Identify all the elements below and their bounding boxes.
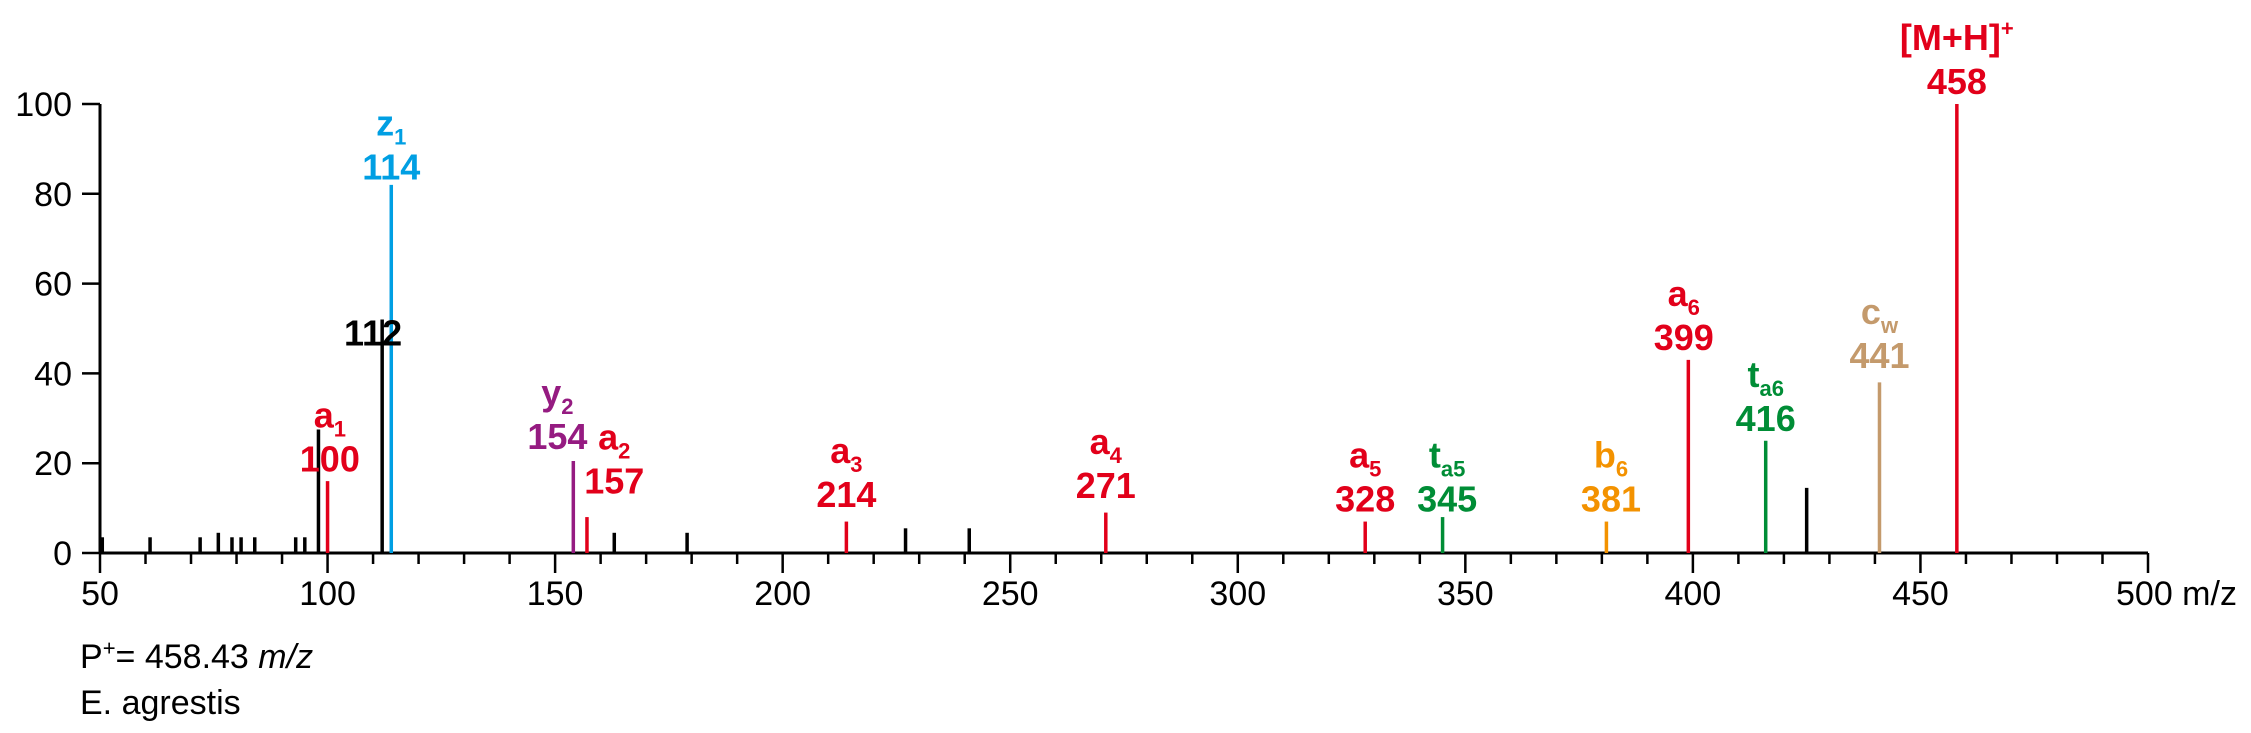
precursor-charge: + (102, 635, 116, 661)
ion-label: a6 (1668, 273, 1700, 320)
peak-annotation: 112 (344, 313, 402, 354)
ion-label: b6 (1594, 435, 1628, 482)
ion-mass-label: 154 (527, 416, 587, 457)
y-tick-label: 80 (34, 176, 72, 214)
ion-label: y2 (541, 372, 573, 419)
y-tick-label: 100 (15, 86, 72, 124)
ion-mass-label: 157 (584, 461, 644, 502)
ion-label: a4 (1090, 421, 1123, 468)
ion-mass-label: 345 (1417, 479, 1477, 520)
y-tick-label: 0 (53, 535, 72, 573)
x-tick-label: 500 m/z (2116, 575, 2237, 613)
species-name: E. agrestis (80, 684, 241, 722)
precursor-value: = 458.43 (115, 638, 259, 676)
y-tick-label: 60 (34, 266, 72, 304)
ion-label: z1 (376, 102, 406, 149)
y-tick-label: 20 (34, 445, 72, 483)
ion-label: ta5 (1429, 435, 1465, 482)
ion-mass-label: 328 (1335, 479, 1395, 520)
ion-label: a2 (598, 417, 630, 464)
ion-label: a1 (314, 394, 346, 441)
chart-axes: 50 100 150 200 250 300 350 400 450 500 m/z 0 20 40 60… (15, 86, 2237, 613)
ion-label: cw (1861, 291, 1899, 338)
ion-label: a5 (1349, 435, 1381, 482)
ion-mass-label: 381 (1581, 479, 1641, 520)
ion-mass-label: 271 (1076, 465, 1136, 506)
x-tick-label: 150 (527, 575, 584, 613)
ion-mass-label: 441 (1849, 335, 1909, 376)
ion-mass-label: 458 (1927, 61, 1987, 102)
x-tick-label: 300 (1209, 575, 1266, 613)
ion-label: [M+H]+ (1900, 16, 2014, 58)
x-tick-label: 250 (982, 575, 1039, 613)
precursor-prefix: P (80, 638, 103, 676)
ion-mass-label: 416 (1736, 398, 1796, 439)
ion-mass-label: 100 (300, 438, 360, 479)
x-tick-label: 200 (754, 575, 811, 613)
x-tick-label: 400 (1665, 575, 1722, 613)
precursor-unit: m/z (258, 638, 314, 676)
x-tick-label: 50 (81, 575, 119, 613)
y-tick-label: 40 (34, 355, 72, 393)
chart-peaks (100, 104, 1959, 553)
x-tick-label: 450 (1892, 575, 1949, 613)
peak-annotation: [M+H]+458 (1900, 16, 2014, 102)
ion-mass-label: 399 (1654, 317, 1714, 358)
ion-label: a3 (830, 430, 862, 477)
peak-mass-label: 112 (344, 313, 402, 354)
ion-mass-label: 114 (362, 146, 420, 187)
x-tick-label: 350 (1437, 575, 1494, 613)
precursor-info: P+= 458.43 m/z (80, 635, 314, 677)
ion-label: ta6 (1747, 354, 1783, 401)
ion-mass-label: 214 (816, 474, 876, 515)
x-tick-label: 100 (299, 575, 356, 613)
